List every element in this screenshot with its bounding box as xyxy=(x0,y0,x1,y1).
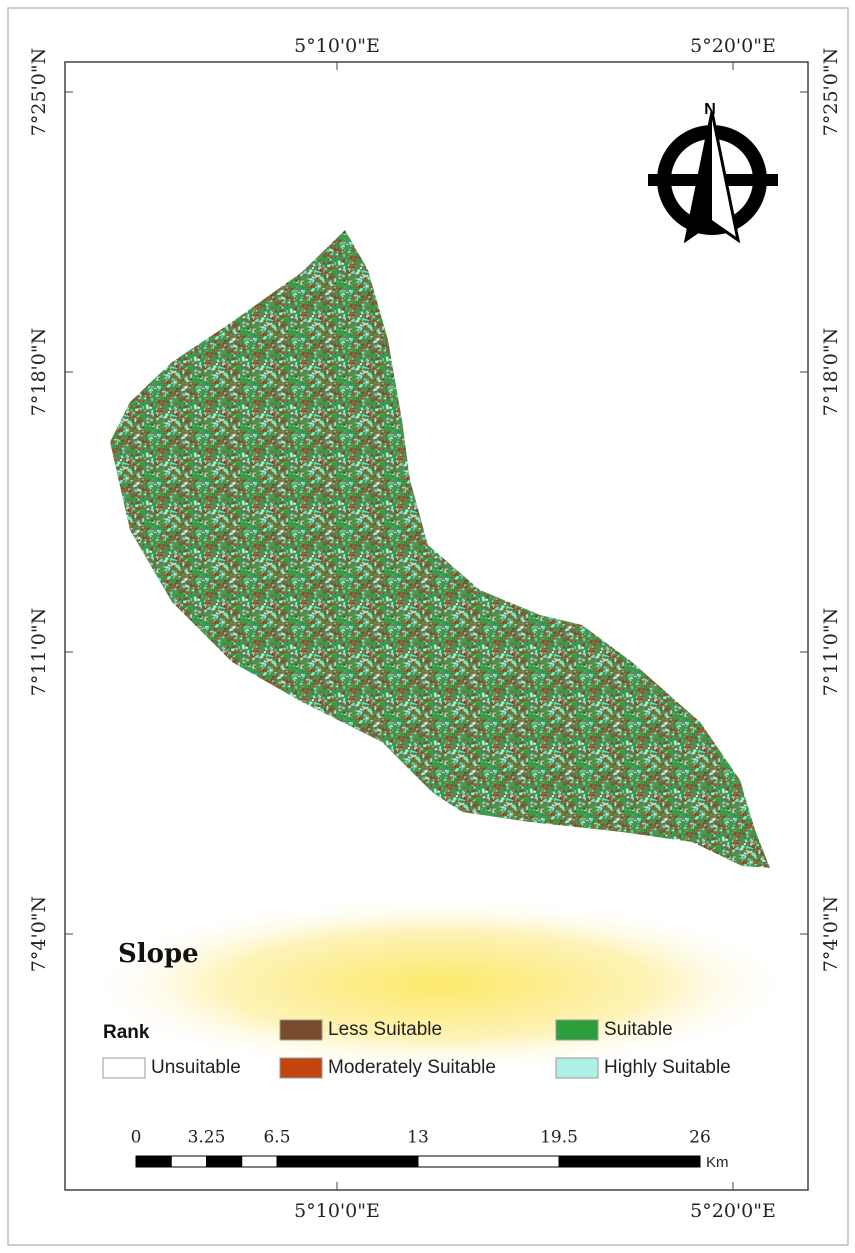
latitude-label: 7°11'0"N xyxy=(820,608,842,696)
legend-label: Unsuitable xyxy=(151,1057,241,1078)
scale-segment xyxy=(241,1155,278,1168)
scale-label: 6.5 xyxy=(263,1128,290,1148)
scale-segment xyxy=(276,1155,419,1168)
north-label: N xyxy=(704,101,716,118)
latitude-label: 7°25'0"N xyxy=(820,48,842,136)
legend-label: Suitable xyxy=(604,1019,673,1040)
scale-label: 3.25 xyxy=(188,1128,226,1148)
scale-segment xyxy=(558,1155,701,1168)
latitude-label: 7°11'0"N xyxy=(28,608,50,696)
scale-segment xyxy=(170,1155,207,1168)
generated: 5°10'0"E 5°20'0"E 5°10'0"E 5°20'0"E 7°25'0"N… xyxy=(28,35,842,1222)
legend-label: Moderately Suitable xyxy=(328,1057,496,1078)
longitude-label: 5°10'0"E xyxy=(294,35,380,57)
map-frame xyxy=(64,61,809,1191)
latitude-label: 7°18'0"N xyxy=(820,328,842,416)
legend-swatch xyxy=(102,1057,146,1079)
legend-label: Less Suitable xyxy=(328,1019,442,1040)
legend-label: Highly Suitable xyxy=(604,1057,731,1078)
scale-segment xyxy=(135,1155,172,1168)
scale-unit: Km xyxy=(706,1154,729,1171)
legend-swatch xyxy=(279,1019,323,1041)
latitude-label: 7°18'0"N xyxy=(28,328,50,416)
scale-label: 26 xyxy=(689,1128,711,1148)
legend-title: Rank xyxy=(103,1022,150,1043)
latitude-label: 7°4'0"N xyxy=(820,896,842,972)
scale-label: 13 xyxy=(407,1128,429,1148)
scale-segment xyxy=(417,1155,560,1168)
study-area xyxy=(110,230,770,868)
scale-label: 19.5 xyxy=(540,1128,578,1148)
scale-label: 0 xyxy=(131,1128,142,1148)
longitude-label: 5°10'0"E xyxy=(294,1200,380,1222)
latitude-label: 7°4'0"N xyxy=(28,896,50,972)
legend-swatch xyxy=(279,1057,323,1079)
title-glow xyxy=(80,895,800,1075)
longitude-label: 5°20'0"E xyxy=(690,35,776,57)
latitude-label: 7°25'0"N xyxy=(28,48,50,136)
map-title: Slope xyxy=(118,939,199,969)
longitude-label: 5°20'0"E xyxy=(690,1200,776,1222)
outer-border xyxy=(7,7,849,1246)
legend-swatch xyxy=(555,1057,599,1079)
north-arrow: N xyxy=(648,101,778,244)
scale-segment xyxy=(206,1155,243,1168)
legend-swatch xyxy=(555,1019,599,1041)
